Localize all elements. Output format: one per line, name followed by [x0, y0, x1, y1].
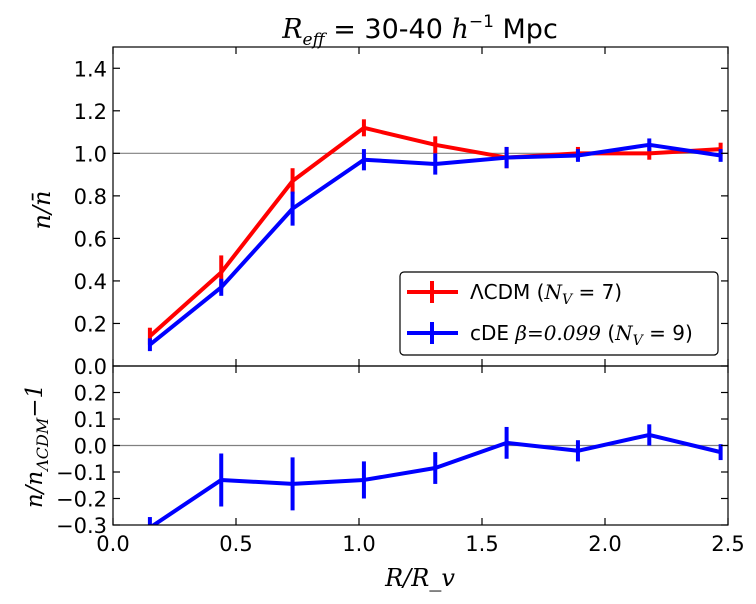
- bottom-ytick-label-0: −0.3: [56, 514, 107, 538]
- legend: ΛCDM (NV = 7) cDE β=0.099 (NV = 9): [399, 271, 719, 356]
- legend-label-cde: cDE β=0.099 (NV = 9): [470, 321, 693, 349]
- legend-cde-nsub: V: [633, 333, 645, 349]
- bottom-panel: −0.3−0.2−0.10.00.10.20.0 0.5 1.0 1.5 2.0 2.5: [56, 365, 745, 556]
- title-sup: −1: [469, 12, 494, 32]
- xtick-label-2: 1.0: [342, 532, 375, 556]
- bottom-ytick-label-1: −0.2: [56, 488, 107, 512]
- legend-cde-beta: β=0.099: [514, 321, 601, 345]
- legend-cde-a: cDE: [470, 321, 515, 345]
- top-ytick-label-5: 1.0: [74, 142, 107, 166]
- legend-cde-c: (: [601, 321, 615, 345]
- legend-cde-b: = 9): [643, 321, 693, 345]
- title-h: h: [451, 14, 468, 45]
- legend-cde-n: N: [614, 321, 634, 345]
- title-end: Mpc: [494, 14, 558, 45]
- top-ytick-label-0: 0.0: [74, 355, 107, 379]
- top-panel: 0.0 0.2 0.4 0.6 0.8 1.0 1.2 1.4: [74, 46, 729, 379]
- bottom-ytick-label-5: 0.2: [74, 382, 107, 406]
- legend-label-lcdm: ΛCDM (NV = 7): [470, 280, 622, 308]
- chart-title: Reff = 30-40 h−1 Mpc: [281, 12, 558, 50]
- top-ylabel: n/n̄: [28, 191, 56, 230]
- top-ytick-label-2: 0.4: [74, 270, 107, 294]
- legend-lcdm-a: ΛCDM (: [470, 280, 544, 304]
- legend-box: [399, 271, 719, 356]
- bottom-ytick-label-2: −0.1: [56, 461, 107, 485]
- top-ytick-label-6: 1.2: [74, 100, 107, 124]
- legend-lcdm-nsub: V: [562, 292, 574, 308]
- bottom-ytick-label-4: 0.1: [74, 408, 107, 432]
- top-ytick-label-7: 1.4: [74, 57, 107, 81]
- legend-lcdm-n: N: [543, 280, 563, 304]
- title-r: R: [281, 14, 302, 45]
- xtick-label-1: 0.5: [219, 532, 252, 556]
- bottom-ylabel-sub: ΛCDM: [33, 417, 52, 473]
- top-ytick-label-3: 0.6: [74, 227, 107, 251]
- xtick-label-5: 2.5: [711, 532, 744, 556]
- bottom-ylabel-a: n/n: [22, 471, 48, 508]
- xtick-label-4: 2.0: [588, 532, 621, 556]
- bottom-ylabel: n/nΛCDM−1: [22, 384, 52, 508]
- bottom-ylabel-b: −1: [22, 384, 48, 418]
- x-axis-label: R/R_v: [384, 564, 455, 592]
- title-mid: = 30-40: [325, 14, 452, 45]
- xtick-label-3: 1.5: [465, 532, 498, 556]
- top-ytick-label-4: 0.8: [74, 185, 107, 209]
- xtick-label-0: 0.0: [96, 532, 129, 556]
- title-sub: eff: [303, 30, 328, 50]
- bottom-ytick-label-3: 0.0: [74, 435, 107, 459]
- top-ytick-label-1: 0.2: [74, 312, 107, 336]
- legend-lcdm-b: = 7): [572, 280, 622, 304]
